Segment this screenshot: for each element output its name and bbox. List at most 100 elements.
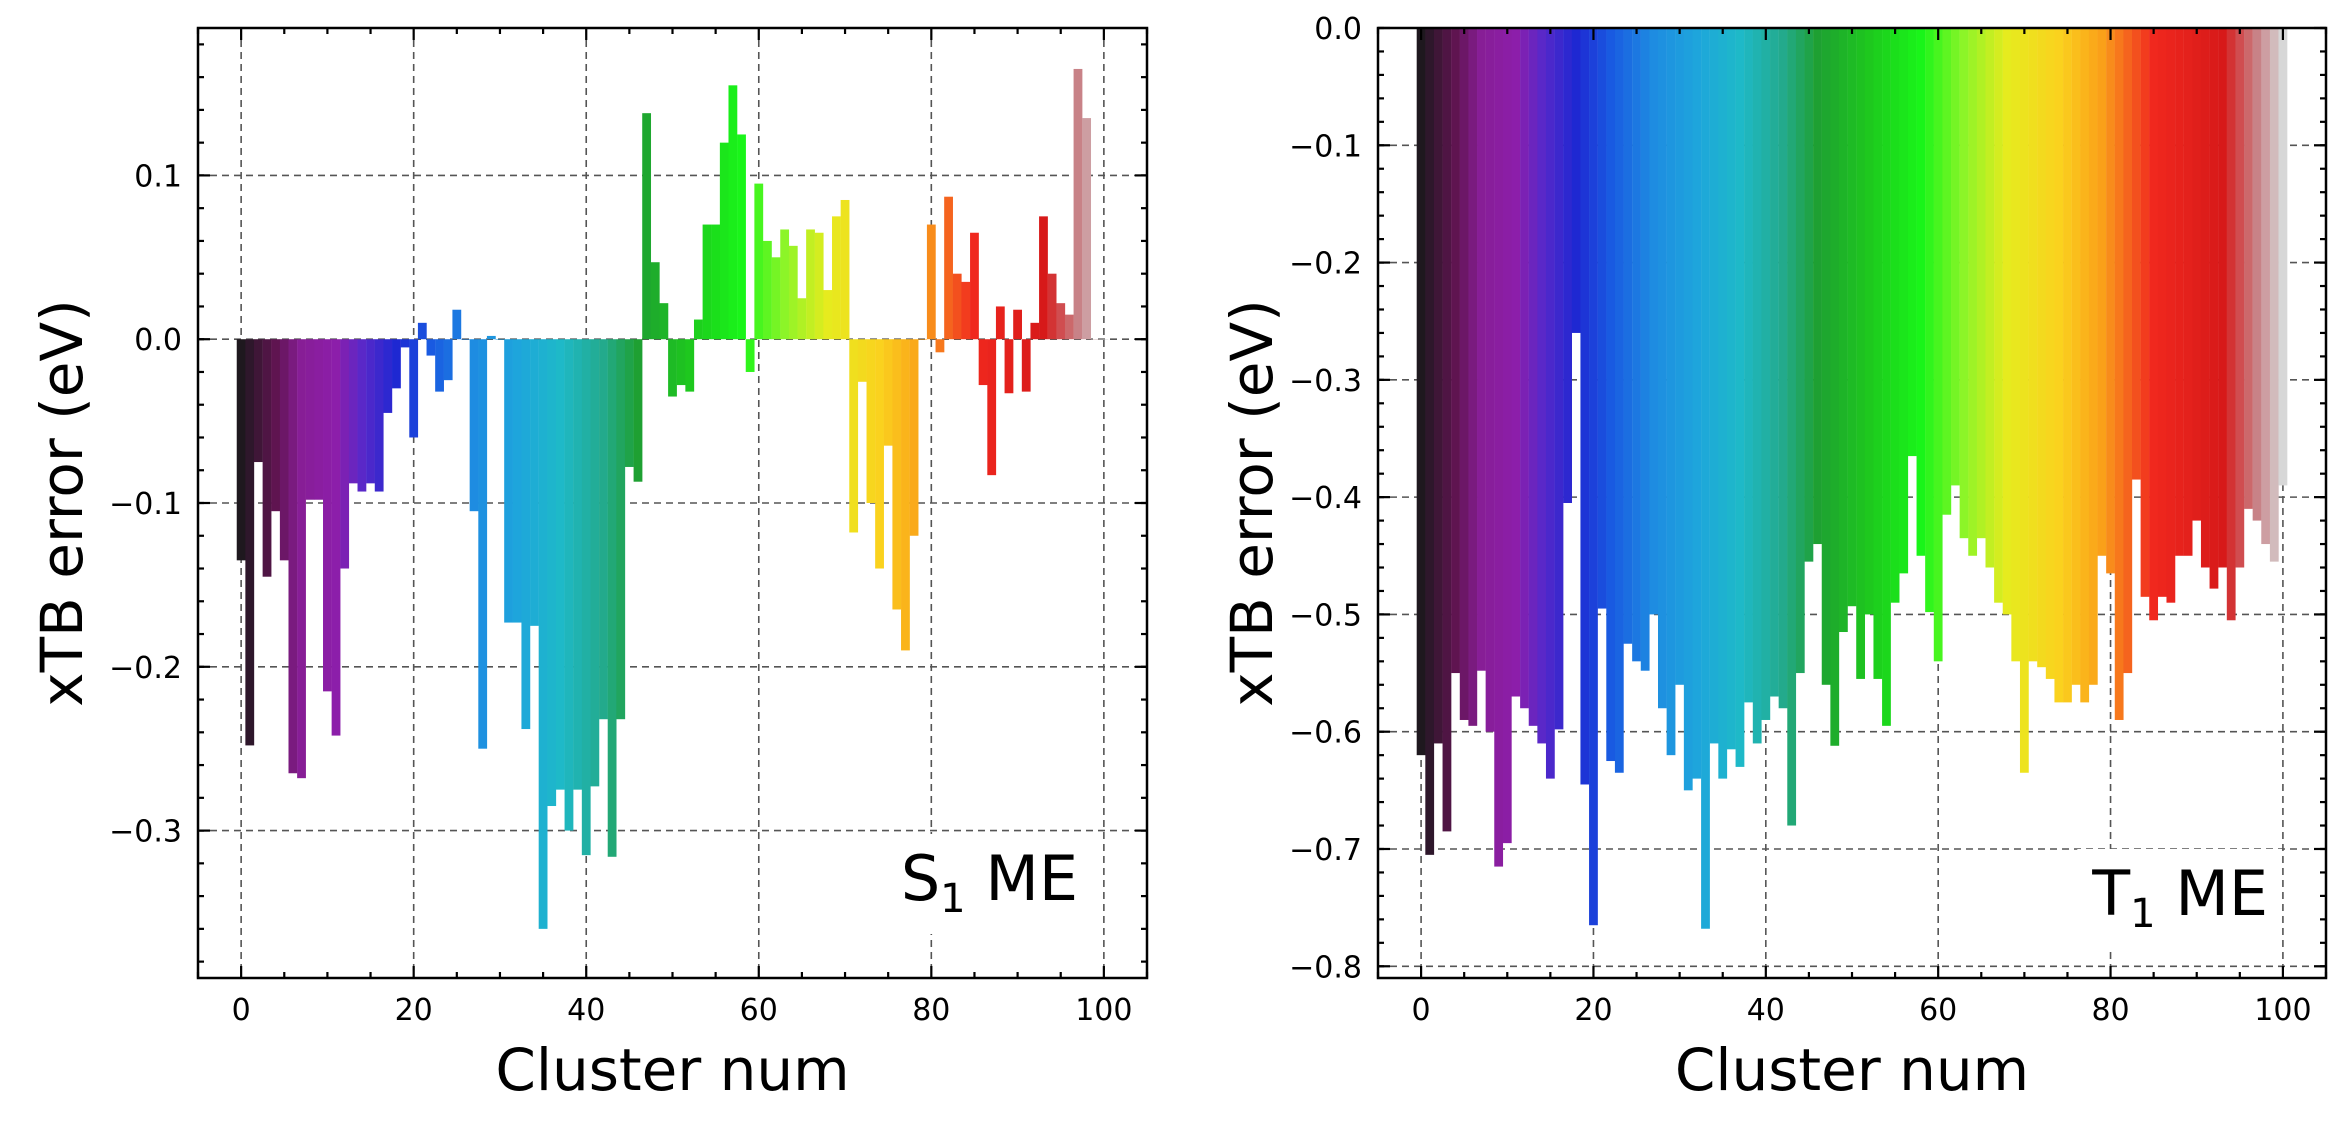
bar [2218,28,2227,568]
bar [978,339,988,386]
bar [1099,339,1109,340]
bar [1649,28,1659,615]
bar [1821,28,1831,685]
bar [1804,28,1814,562]
bar [2175,28,2184,556]
bar [262,339,272,577]
bar [495,339,505,340]
bar [1614,28,1624,773]
bar [1916,28,1926,556]
bar [1976,28,1986,539]
bar [676,339,686,386]
bar [1847,28,1857,607]
annotation-box [2077,849,2282,949]
bar [961,281,971,340]
bar [2037,28,2046,668]
y-tick-label: −0.1 [1289,129,1362,164]
bar [1770,28,1779,697]
bar [1968,28,1978,556]
bar [573,339,582,790]
bar [892,339,902,610]
x-axis-label: Cluster num [495,1036,849,1104]
bar [1813,28,1822,545]
bar [728,85,738,340]
bar [1064,314,1074,340]
bar [1502,28,1512,844]
y-tick-label: −0.6 [1289,716,1362,751]
bar [1726,28,1736,750]
bar [2269,28,2279,562]
plot-frame [196,26,1149,980]
bar [1856,28,1866,679]
bar [1494,28,1504,867]
bar [2097,28,2107,556]
bar [1640,28,1650,671]
bar [693,319,703,340]
bar [668,339,677,397]
bar [926,224,936,340]
bar [1761,28,1771,720]
bar [1838,28,1848,633]
bar [2002,28,2012,615]
bar [685,339,695,392]
bar [1787,28,1797,826]
bar [1606,28,1616,762]
bar [2071,28,2081,685]
bar [1442,28,1452,832]
bar [2226,28,2236,621]
bar [970,232,979,340]
bar [745,339,755,372]
bar [952,273,962,340]
y-tick-label: −0.1 [109,487,182,522]
bar [366,339,375,484]
bar [297,339,306,779]
bar [840,199,850,340]
x-tick-label: 20 [1574,993,1612,1028]
annotation-label: S1 ME [901,842,1078,922]
bar [832,216,841,340]
bar [1520,28,1529,709]
bar [1683,28,1693,791]
bar [1554,28,1564,730]
bar [1528,28,1538,726]
bar [2132,28,2141,480]
bar [944,196,953,340]
y-axis-label: xTB error (eV) [28,299,96,706]
bar [2080,28,2090,703]
x-tick-label: 40 [1747,993,1785,1028]
bar [2235,28,2245,568]
bar [1459,28,1469,720]
bar [1451,28,1460,674]
bar [2157,28,2167,597]
bar [469,339,479,512]
bar [2278,28,2288,486]
bar [1545,28,1555,779]
bar [771,257,781,340]
x-tick-label: 60 [740,993,778,1028]
bar [564,339,574,831]
bar [581,339,591,856]
bar [253,339,263,463]
bar [1744,28,1753,703]
bar [2011,28,2021,662]
bar [607,339,617,857]
bar [1752,28,1762,744]
bar [1056,303,1066,340]
bar [443,339,453,381]
bar [1589,28,1598,926]
bar [806,229,815,340]
bar [1563,28,1572,503]
bar [1985,28,1995,568]
bar [504,339,513,623]
bar [2054,28,2064,703]
y-tick-label: −0.3 [109,815,182,850]
bar [374,339,384,492]
x-tick-label: 80 [2091,993,2129,1028]
bar [2149,28,2159,621]
tick-labels: 0 20 40 60 80 100 −0.3 −0.2 −0.1 0.0 0.1 [109,159,1132,1028]
bar [1675,28,1685,685]
x-tick-label: 60 [1919,993,1957,1028]
bar [392,339,401,389]
bar [1692,28,1702,779]
bar [659,303,669,340]
